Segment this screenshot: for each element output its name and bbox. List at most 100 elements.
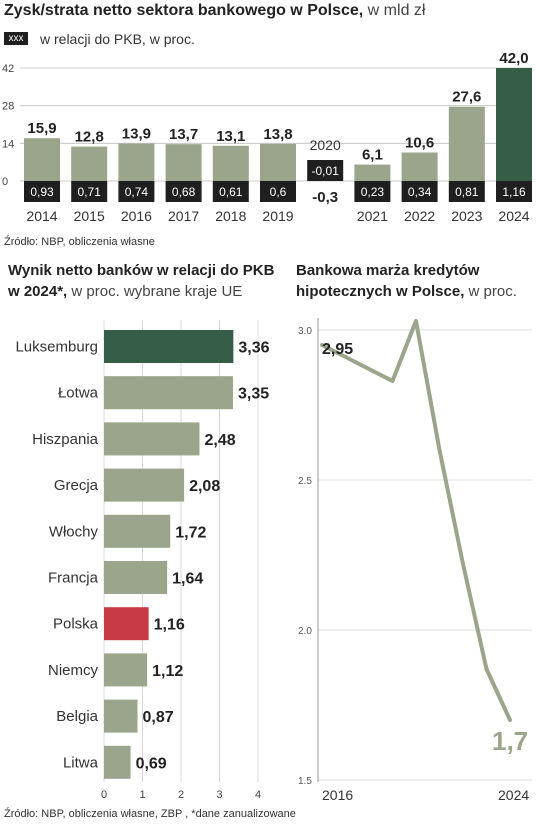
y-tick-label: 14 [2, 138, 14, 150]
gdp-label: 0,81 [455, 185, 479, 199]
x-tick-label: 2024 [498, 787, 529, 803]
gdp-label-box [307, 160, 344, 181]
category-label: Grecja [54, 477, 99, 494]
bar [401, 152, 438, 181]
year-label: 2020 [310, 137, 341, 153]
bar-value-label: -0,3 [312, 189, 338, 206]
x-tick-label: 3 [216, 789, 222, 801]
gdp-label-box [496, 181, 532, 202]
end-value-label: 1,7 [492, 726, 528, 756]
year-label: 2014 [26, 208, 57, 224]
gdp-label: 0,34 [408, 185, 432, 199]
bar-value-label: 1,12 [152, 663, 183, 680]
legend-box: xxx [4, 32, 28, 45]
bar [104, 653, 148, 687]
bar-value-label: 0,87 [142, 709, 173, 726]
bar [448, 106, 485, 181]
bar-value-label: 2,48 [204, 432, 235, 449]
y-tick-label: 42 [2, 63, 14, 75]
left-chart-title-line1: Wynik netto banków w relacji do PKB [8, 262, 275, 279]
top-chart-title-bold: Zysk/strata netto sektora bankowego w Po… [4, 2, 364, 19]
bar [104, 699, 138, 733]
country-bar-chart: 0 1 2 3 4 Luksemburg 3,36 Łotwa 3,35 Hiszpania 2,4… [15, 320, 270, 801]
gdp-label: 0,93 [30, 185, 54, 199]
year-label: 2015 [74, 208, 105, 224]
bar [496, 68, 532, 181]
bar-value-label: 3,35 [238, 386, 269, 403]
bar-value-label: 15,9 [27, 120, 56, 137]
gdp-label: 0,71 [78, 185, 102, 199]
right-chart-title-line2: hipotecznych w Polsce, [296, 283, 465, 300]
gdp-label: 0,6 [270, 185, 287, 199]
year-label: 2021 [357, 208, 388, 224]
legend-text: w relacji do PKB, w proc. [40, 31, 195, 47]
bar-value-label: 13,7 [169, 126, 198, 143]
year-label: 2024 [498, 208, 529, 224]
category-label: Francja [48, 570, 99, 587]
bar [104, 745, 131, 779]
year-label: 2016 [121, 208, 152, 224]
bar-value-label: 12,8 [75, 129, 104, 146]
y-tick-label: 28 [2, 101, 14, 113]
right-chart-title-line1: Bankowa marża kredytów [296, 262, 480, 279]
top-chart-source: Źródło: NBP, obliczenia własne [4, 236, 155, 248]
series-line [320, 319, 512, 722]
gdp-label: -0,01 [312, 164, 340, 178]
bar-value-label: 6,1 [362, 147, 383, 164]
gdp-label-box [71, 181, 108, 202]
year-label: 2019 [262, 208, 293, 224]
category-label: Litwa [63, 754, 99, 771]
category-label: Luksemburg [15, 339, 98, 356]
year-label: 2022 [404, 208, 435, 224]
category-label: Hiszpania [32, 431, 99, 448]
x-tick-label: 1 [139, 789, 145, 801]
y-tick-label: 2.5 [298, 476, 312, 487]
y-tick-label: 0 [2, 176, 8, 188]
bar [71, 146, 108, 181]
gdp-label-box [448, 181, 485, 202]
bar-value-label: 42,0 [499, 50, 528, 67]
left-chart-title-line2: w 2024*, [8, 283, 68, 300]
gdp-label-box [401, 181, 438, 202]
bar [354, 164, 391, 181]
x-tick-label: 2016 [322, 787, 353, 803]
bar-value-label: 13,9 [122, 126, 151, 143]
gdp-label: 1,16 [502, 185, 526, 199]
year-label: 2023 [451, 208, 482, 224]
bar [104, 607, 149, 641]
bar [212, 145, 249, 181]
bar-value-label: 27,6 [452, 89, 481, 106]
left-chart-title-unit: w proc. wybrane kraje UE [67, 283, 243, 300]
x-tick-label: 4 [255, 789, 261, 801]
gdp-label-box [212, 181, 249, 202]
y-tick-label: 1.5 [298, 776, 312, 787]
category-label: Polska [53, 616, 99, 633]
left-chart-title: Wynik netto banków w relacji do PKB w 20… [8, 260, 278, 302]
bar [24, 138, 60, 181]
x-tick-label: 0 [101, 789, 107, 801]
bar-value-label: 1,64 [172, 571, 203, 588]
bar [165, 144, 202, 181]
y-tick-label: 3.0 [298, 326, 312, 337]
year-label: 2017 [168, 208, 199, 224]
right-chart-title: Bankowa marża kredytów hipotecznych w Po… [296, 260, 532, 302]
gdp-label-box [24, 181, 60, 202]
gdp-label-box [354, 181, 391, 202]
bar [104, 376, 233, 410]
year-label: 2018 [215, 208, 246, 224]
category-label: Belgia [56, 708, 98, 725]
bar-value-label: 13,8 [263, 126, 292, 143]
gdp-label-box [260, 181, 296, 202]
bar [118, 143, 155, 181]
bar-value-label: 3,36 [238, 340, 269, 357]
top-chart-title-unit: w mld zł [363, 2, 426, 19]
bar [260, 143, 296, 181]
start-value-label: 2,95 [322, 341, 353, 358]
x-tick-label: 2 [178, 789, 184, 801]
bar [104, 468, 185, 502]
top-chart-title: Zysk/strata netto sektora bankowego w Po… [4, 2, 425, 20]
bar [104, 514, 171, 548]
bar-value-label: 10,6 [405, 134, 434, 151]
category-label: Włochy [49, 523, 99, 540]
